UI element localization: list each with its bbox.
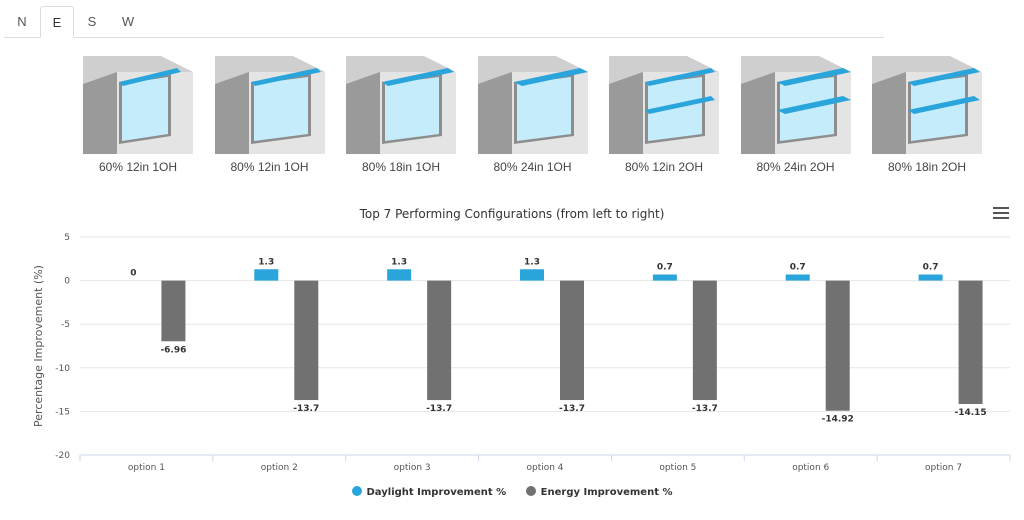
legend-label-energy: Energy Improvement %: [540, 487, 673, 498]
y-axis-title: Percentage Improvement (%): [32, 265, 45, 427]
configuration-card[interactable]: 80% 18in 2OH: [872, 54, 982, 179]
data-label: 0: [130, 269, 136, 279]
configuration-card[interactable]: 80% 24in 1OH: [477, 54, 588, 179]
daylight-bar[interactable]: [520, 269, 544, 281]
tab-n[interactable]: N: [17, 14, 27, 29]
data-label: 1.3: [524, 257, 540, 267]
configuration-card[interactable]: 80% 12in 1OH: [214, 54, 325, 179]
configuration-label: 80% 12in 1OH: [230, 160, 309, 174]
energy-bar[interactable]: [958, 280, 983, 404]
y-tick-label: -5: [61, 320, 70, 330]
y-tick-label: -10: [55, 364, 70, 374]
data-label: 1.3: [258, 257, 274, 267]
x-tick-label: option 7: [925, 463, 962, 473]
daylight-bar[interactable]: [387, 269, 412, 281]
x-tick-label: option 2: [261, 463, 298, 473]
x-tick-label: option 1: [128, 463, 165, 473]
configuration-card[interactable]: 80% 12in 2OH: [609, 54, 719, 179]
data-label: -13.7: [293, 404, 319, 414]
x-tick-label: option 6: [792, 463, 829, 473]
configuration-label: 80% 24in 2OH: [756, 160, 835, 174]
legend-item-daylight[interactable]: Daylight Improvement %: [351, 486, 507, 498]
energy-bar[interactable]: [161, 280, 186, 342]
x-tick-label: option 5: [659, 463, 696, 473]
configuration-label: 80% 12in 2OH: [624, 160, 704, 174]
data-label: -13.7: [426, 404, 452, 414]
energy-bar[interactable]: [692, 280, 717, 401]
window-model-icon: [872, 56, 982, 154]
window-model-icon: [83, 56, 193, 154]
daylight-bar[interactable]: [652, 274, 677, 281]
daylight-bar[interactable]: [918, 274, 943, 281]
configuration-label: 80% 18in 2OH: [887, 160, 967, 174]
tab-e[interactable]: E: [40, 6, 74, 38]
configuration-label: 80% 24in 1OH: [493, 160, 572, 174]
data-label: 1.3: [391, 257, 407, 267]
tab-s[interactable]: S: [87, 14, 97, 29]
window-model-icon: [477, 56, 588, 154]
energy-bar[interactable]: [560, 280, 584, 401]
data-label: 0.7: [790, 262, 806, 272]
legend-item-energy[interactable]: Energy Improvement %: [525, 486, 673, 498]
window-model-icon: [214, 56, 325, 154]
x-tick-label: option 3: [394, 463, 431, 473]
configuration-label: 60% 12in 1OH: [98, 160, 178, 174]
energy-bar[interactable]: [825, 280, 850, 411]
data-label: -13.7: [559, 404, 585, 414]
chart-menu-icon[interactable]: [993, 207, 1009, 221]
data-label: -14.15: [954, 408, 986, 418]
configuration-card[interactable]: 80% 18in 1OH: [346, 54, 456, 179]
y-tick-label: -20: [55, 451, 70, 461]
window-model-icon: [609, 56, 719, 154]
data-label: -13.7: [692, 404, 718, 414]
legend-marker-daylight: [351, 486, 362, 496]
x-tick-label: option 4: [526, 463, 563, 473]
chart-title: Top 7 Performing Configurations (from le…: [359, 207, 665, 221]
configuration-label: 80% 18in 1OH: [361, 160, 441, 174]
daylight-bar[interactable]: [254, 269, 279, 281]
window-model-icon: [346, 56, 456, 154]
energy-bar[interactable]: [294, 280, 319, 401]
data-label: 0.7: [923, 262, 939, 272]
tab-w[interactable]: W: [121, 14, 135, 29]
energy-bar[interactable]: [427, 280, 452, 401]
chart-legend: Daylight Improvement % Energy Improvemen…: [0, 486, 1024, 498]
data-label: -14.92: [822, 415, 854, 425]
legend-label-daylight: Daylight Improvement %: [366, 487, 507, 498]
daylight-bar[interactable]: [785, 274, 810, 281]
orientation-tabs: N E S W: [4, 4, 884, 38]
y-tick-label: 0: [64, 277, 70, 287]
configuration-card[interactable]: 80% 24in 2OH: [740, 54, 851, 179]
data-label: -6.96: [160, 345, 186, 355]
y-tick-label: -15: [55, 407, 70, 417]
y-tick-label: 5: [64, 233, 70, 243]
configuration-card[interactable]: 60% 12in 1OH: [83, 54, 193, 179]
window-model-icon: [740, 56, 851, 154]
legend-marker-energy: [525, 486, 536, 496]
data-label: 0.7: [657, 262, 673, 272]
